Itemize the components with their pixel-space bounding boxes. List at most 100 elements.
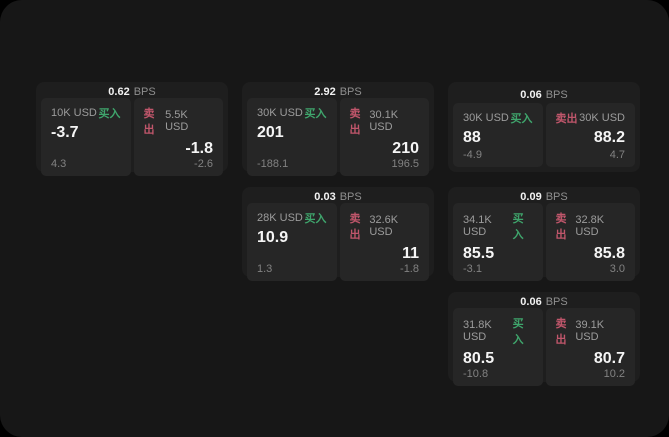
buy-tile-header: 30K USD 买入 bbox=[463, 110, 533, 126]
sell-quote-tile[interactable]: 卖出 32.8K USD 85.8 3.0 bbox=[545, 203, 635, 281]
sell-tile-header: 卖出 32.6K USD bbox=[350, 210, 420, 242]
buy-side-label: 买入 bbox=[304, 108, 327, 120]
sell-sub-value: -2.6 bbox=[194, 157, 213, 170]
sell-side-label: 卖出 bbox=[349, 213, 361, 241]
sell-quote-tile[interactable]: 卖出 39.1K USD 80.7 10.2 bbox=[545, 308, 635, 386]
sell-quote-tile[interactable]: 卖出 5.5K USD -1.8 -2.6 bbox=[133, 98, 223, 176]
buy-amount: 31.8K USD bbox=[463, 319, 492, 343]
spread-header: 0.03 BPS bbox=[247, 191, 429, 203]
spread-header: 0.06 BPS bbox=[453, 86, 635, 103]
sell-side-label: 卖出 bbox=[349, 108, 361, 136]
buy-price: -3.7 bbox=[51, 124, 79, 141]
sell-amount: 5.5K USD bbox=[165, 109, 189, 133]
buy-price: 85.5 bbox=[463, 245, 495, 262]
sell-tile-header: 卖出 30K USD bbox=[556, 110, 626, 126]
sell-side-label: 卖出 bbox=[555, 318, 567, 346]
quote-card: 0.62 BPS 10K USD 买入 -3.7 4.3 卖出 5.5K USD… bbox=[36, 82, 228, 176]
buy-sub-value: -188.1 bbox=[257, 157, 289, 170]
sell-side-label: 卖出 bbox=[143, 108, 155, 136]
buy-side-label: 买入 bbox=[510, 113, 533, 125]
buy-quote-tile[interactable]: 30K USD 买入 201 -188.1 bbox=[247, 98, 337, 176]
sell-side-label: 卖出 bbox=[555, 113, 578, 125]
buy-tile-header: 31.8K USD 买入 bbox=[463, 315, 533, 347]
sell-amount: 32.6K USD bbox=[369, 214, 399, 238]
spread-value: 0.06 bbox=[520, 296, 542, 308]
sell-tile-header: 卖出 32.8K USD bbox=[556, 210, 626, 242]
spread-header: 0.09 BPS bbox=[453, 191, 635, 203]
spread-value: 0.03 bbox=[314, 191, 336, 203]
buy-side-label: 买入 bbox=[512, 213, 524, 241]
buy-sub-value: -10.8 bbox=[463, 367, 489, 380]
buy-tile-header: 28K USD 买入 bbox=[257, 210, 327, 226]
buy-price: 80.5 bbox=[463, 350, 495, 367]
sell-price: 80.7 bbox=[593, 350, 625, 367]
buy-side-label: 买入 bbox=[98, 108, 121, 120]
spread-unit-label: BPS bbox=[339, 191, 362, 203]
buy-quote-tile[interactable]: 28K USD 买入 10.9 1.3 bbox=[247, 203, 337, 281]
buy-quote-tile[interactable]: 10K USD 买入 -3.7 4.3 bbox=[41, 98, 131, 176]
spread-value: 0.62 bbox=[108, 86, 130, 98]
buy-quote-tile[interactable]: 34.1K USD 买入 85.5 -3.1 bbox=[453, 203, 543, 281]
spread-unit-label: BPS bbox=[339, 86, 362, 98]
quote-card: 0.06 BPS 30K USD 买入 88 -4.9 卖出 30K USD 8… bbox=[448, 82, 640, 172]
quote-card: 0.03 BPS 28K USD 买入 10.9 1.3 卖出 32.6K US… bbox=[242, 187, 434, 281]
sell-sub-value: 196.5 bbox=[391, 157, 419, 170]
spread-unit-label: BPS bbox=[133, 86, 156, 98]
buy-side-label: 买入 bbox=[512, 318, 524, 346]
buy-price: 201 bbox=[257, 124, 284, 141]
quote-panels: 30K USD 买入 201 -188.1 卖出 30.1K USD 210 1… bbox=[247, 98, 429, 176]
sell-sub-value: 4.7 bbox=[609, 149, 625, 161]
sell-amount: 30.1K USD bbox=[369, 109, 399, 133]
buy-quote-tile[interactable]: 31.8K USD 买入 80.5 -10.8 bbox=[453, 308, 543, 386]
spread-header: 2.92 BPS bbox=[247, 86, 429, 98]
sell-sub-value: 10.2 bbox=[603, 367, 625, 380]
buy-quote-tile[interactable]: 30K USD 买入 88 -4.9 bbox=[453, 103, 543, 167]
quote-panels: 30K USD 买入 88 -4.9 卖出 30K USD 88.2 4.7 bbox=[453, 103, 635, 167]
buy-sub-value: 4.3 bbox=[51, 157, 67, 170]
buy-side-label: 买入 bbox=[304, 213, 327, 225]
quote-card: 0.09 BPS 34.1K USD 买入 85.5 -3.1 卖出 32.8K… bbox=[448, 187, 640, 281]
sell-sub-value: 3.0 bbox=[609, 262, 625, 275]
quote-card: 2.92 BPS 30K USD 买入 201 -188.1 卖出 30.1K … bbox=[242, 82, 434, 176]
spread-value: 0.06 bbox=[520, 88, 542, 101]
sell-tile-header: 卖出 5.5K USD bbox=[144, 105, 214, 137]
buy-price: 88 bbox=[463, 129, 481, 146]
buy-sub-value: -3.1 bbox=[463, 262, 482, 275]
sell-quote-tile[interactable]: 卖出 32.6K USD 11 -1.8 bbox=[339, 203, 429, 281]
spread-header: 0.62 BPS bbox=[41, 86, 223, 98]
buy-tile-header: 30K USD 买入 bbox=[257, 105, 327, 121]
spread-value: 2.92 bbox=[314, 86, 336, 98]
buy-amount: 30K USD bbox=[463, 112, 509, 124]
buy-sub-value: 1.3 bbox=[257, 262, 273, 275]
quote-panels: 28K USD 买入 10.9 1.3 卖出 32.6K USD 11 -1.8 bbox=[247, 203, 429, 281]
sell-sub-value: -1.8 bbox=[400, 262, 419, 275]
quote-card: 0.06 BPS 31.8K USD 买入 80.5 -10.8 卖出 39.1… bbox=[448, 292, 640, 386]
buy-sub-value: -4.9 bbox=[463, 149, 482, 161]
sell-quote-tile[interactable]: 卖出 30K USD 88.2 4.7 bbox=[545, 103, 635, 167]
quote-panels: 31.8K USD 买入 80.5 -10.8 卖出 39.1K USD 80.… bbox=[453, 308, 635, 386]
sell-amount: 39.1K USD bbox=[575, 319, 605, 343]
sell-tile-header: 卖出 30.1K USD bbox=[350, 105, 420, 137]
sell-price: 88.2 bbox=[593, 129, 625, 146]
quote-panels: 10K USD 买入 -3.7 4.3 卖出 5.5K USD -1.8 -2.… bbox=[41, 98, 223, 176]
sell-tile-header: 卖出 39.1K USD bbox=[556, 315, 626, 347]
buy-amount: 30K USD bbox=[257, 107, 303, 119]
spread-unit-label: BPS bbox=[545, 88, 568, 101]
buy-price: 10.9 bbox=[257, 229, 289, 246]
quote-card-grid: 0.62 BPS 10K USD 买入 -3.7 4.3 卖出 5.5K USD… bbox=[36, 82, 640, 386]
spread-value: 0.09 bbox=[520, 191, 542, 203]
spread-unit-label: BPS bbox=[545, 191, 568, 203]
sell-price: -1.8 bbox=[185, 140, 213, 157]
buy-tile-header: 34.1K USD 买入 bbox=[463, 210, 533, 242]
buy-tile-header: 10K USD 买入 bbox=[51, 105, 121, 121]
sell-quote-tile[interactable]: 卖出 30.1K USD 210 196.5 bbox=[339, 98, 429, 176]
sell-price: 210 bbox=[392, 140, 419, 157]
spread-unit-label: BPS bbox=[545, 296, 568, 308]
buy-amount: 28K USD bbox=[257, 212, 303, 224]
buy-amount: 10K USD bbox=[51, 107, 97, 119]
quote-panels: 34.1K USD 买入 85.5 -3.1 卖出 32.8K USD 85.8… bbox=[453, 203, 635, 281]
sell-amount: 32.8K USD bbox=[575, 214, 605, 238]
sell-side-label: 卖出 bbox=[555, 213, 567, 241]
sell-price: 85.8 bbox=[593, 245, 625, 262]
